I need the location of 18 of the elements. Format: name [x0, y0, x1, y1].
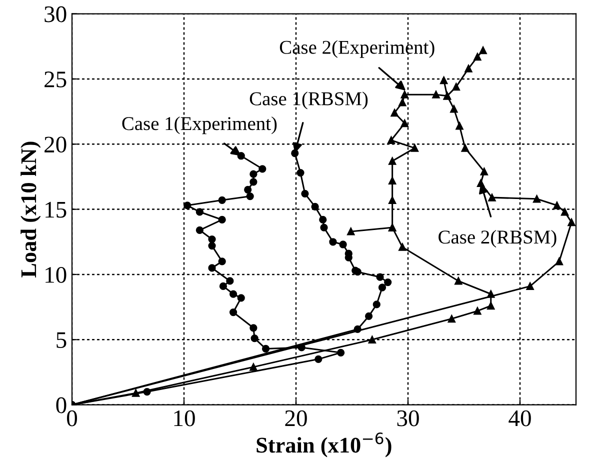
annotation: Case 1(Experiment)	[122, 116, 277, 134]
x-tick-label: 10	[174, 410, 195, 426]
x-axis-title: Strain (x10$^{−6}$)	[256, 432, 392, 458]
annotation: Case 1(RBSM)	[250, 92, 368, 110]
y-tick-label: 20	[44, 136, 66, 153]
annotation: Case 2(RBSM)	[438, 230, 556, 248]
y-axis-title: Load (x10 kN)	[20, 142, 41, 278]
x-tick-label: 0	[66, 410, 78, 426]
y-tick-label: 0	[56, 397, 66, 414]
y-tick-label: 25	[44, 72, 66, 88]
y-tick-label: 30	[44, 6, 66, 22]
y-tick-label: 10	[46, 266, 66, 283]
x-tick-label: 20	[285, 410, 307, 426]
annotation: Case 2(Experiment)	[280, 40, 434, 58]
x-tick-label: 30	[397, 410, 419, 426]
y-tick-label: 15	[46, 202, 66, 218]
x-tick-label: 40	[508, 410, 531, 426]
y-tick-label: 5	[56, 332, 66, 348]
